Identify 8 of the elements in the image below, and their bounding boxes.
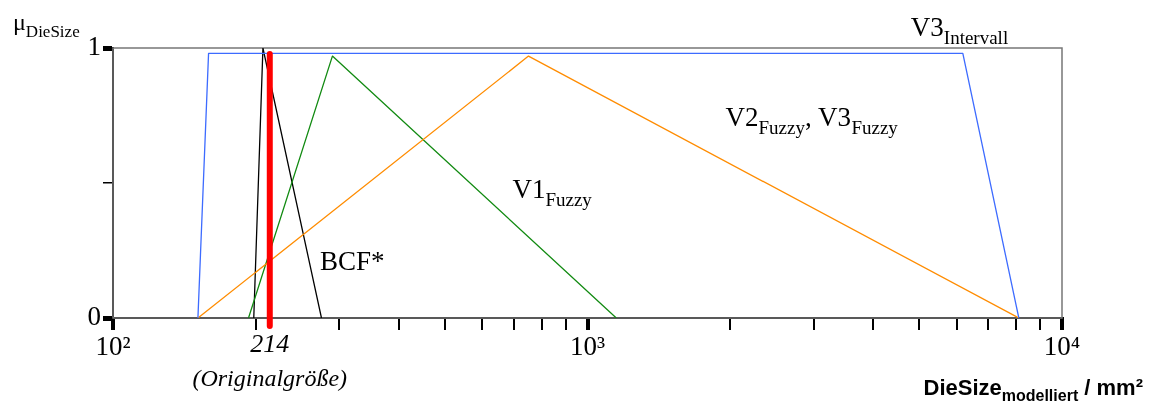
text: (Originalgröße): [192, 365, 348, 391]
x-tick-label: 10³: [569, 331, 606, 362]
x-tick-label: 10⁴: [1043, 331, 1081, 362]
y-tick-label: 0: [87, 301, 101, 332]
x-tick-label: 10²: [95, 331, 131, 362]
y-tick-label: 1: [87, 31, 101, 62]
ref-line-label: 214: [250, 329, 290, 358]
series-label: BCF*: [319, 246, 385, 276]
